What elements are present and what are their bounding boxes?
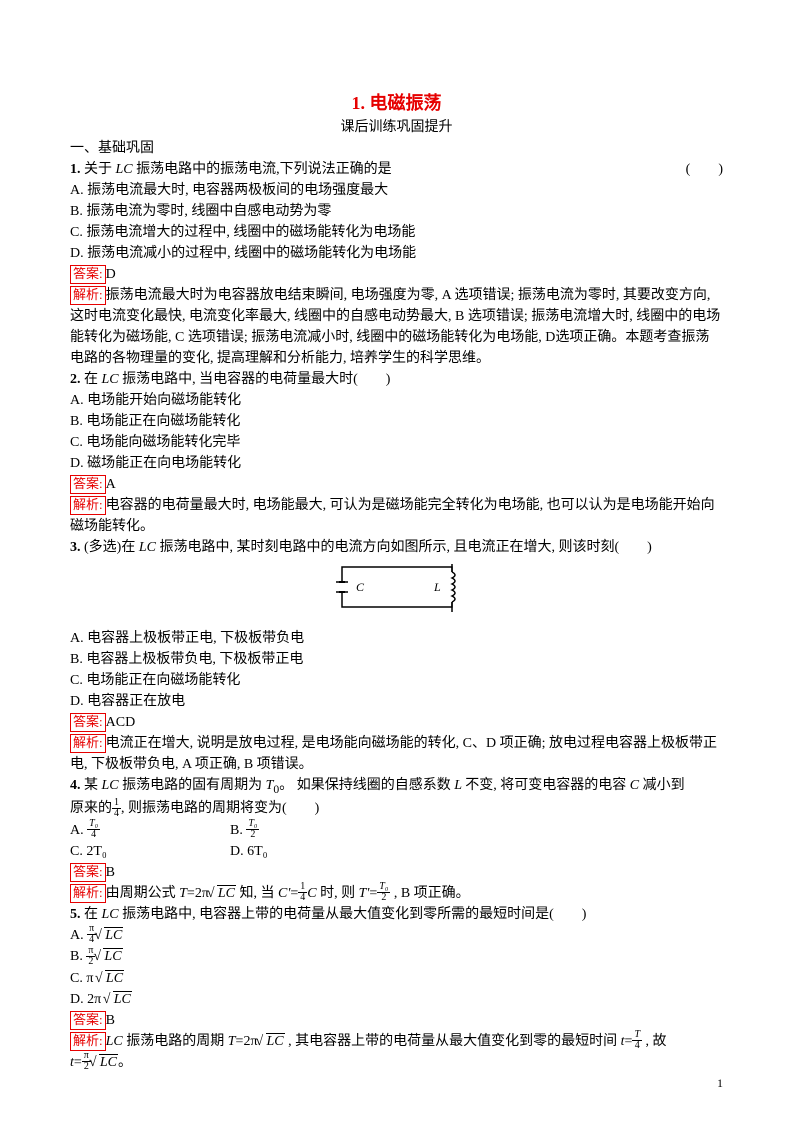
- svg-text:L: L: [433, 580, 441, 594]
- q4-explain: 解析:由周期公式 T=2πLC 知, 当 C'=14C 时, 则 T'=T₀2 …: [70, 883, 723, 904]
- q2-optB: B. 电场能正在向磁场能转化: [70, 411, 723, 432]
- q5-answer: 答案:B: [70, 1010, 723, 1031]
- q1-answer: 答案:D: [70, 264, 723, 285]
- svg-text:C: C: [356, 580, 365, 594]
- q3-explain: 解析:电流正在增大, 说明是放电过程, 是电场能向磁场能的转化, C、D 项正确…: [70, 733, 723, 775]
- lc-circuit-svg: C L: [322, 562, 472, 617]
- q3-optA: A. 电容器上极板带正电, 下极板带负电: [70, 628, 723, 649]
- q4-answer: 答案:B: [70, 862, 723, 883]
- q1-optA: A. 振荡电流最大时, 电容器两极板间的电场强度最大: [70, 180, 723, 201]
- q3-optD: D. 电容器正在放电: [70, 691, 723, 712]
- q3-optC: C. 电场能正在向磁场能转化: [70, 670, 723, 691]
- q1-stem: 1. 关于 LC 振荡电路中的振荡电流,下列说法正确的是 ( ): [70, 159, 723, 180]
- q1-optB: B. 振荡电流为零时, 线圈中自感电动势为零: [70, 201, 723, 222]
- q5-stem: 5. 在 LC 振荡电路中, 电容器上带的电荷量从最大值变化到零所需的最短时间是…: [70, 904, 723, 925]
- q4-row1: A. T₀4 B. T₀2: [70, 820, 723, 841]
- q1-optC: C. 振荡电流增大的过程中, 线圈中的磁场能转化为电场能: [70, 222, 723, 243]
- q4-stem: 4. 某 LC 振荡电路的固有周期为 T0。 如果保持线圈的自感系数 L 不变,…: [70, 775, 723, 798]
- q4-optA: A. T₀4: [70, 820, 230, 841]
- q1-num: 1.: [70, 162, 81, 177]
- q5-explain: 解析:LC 振荡电路的周期 T=2πLC , 其电容器上带的电荷量从最大值变化到…: [70, 1031, 723, 1052]
- q2-stem: 2. 在 LC 振荡电路中, 当电容器的电荷量最大时( ): [70, 369, 723, 390]
- q3-stem: 3. (多选)在 LC 振荡电路中, 某时刻电路中的电流方向如图所示, 且电流正…: [70, 537, 723, 558]
- q5-optA: A. π4LC: [70, 925, 723, 946]
- q1-optD: D. 振荡电流减小的过程中, 线圈中的磁场能转化为电场能: [70, 243, 723, 264]
- q2-explain: 解析:电容器的电荷量最大时, 电场能最大, 可认为是磁场能完全转化为电场能, 也…: [70, 495, 723, 537]
- q5-optC: C. π LC: [70, 968, 723, 989]
- q3-answer: 答案:ACD: [70, 712, 723, 733]
- q2-optD: D. 磁场能正在向电场能转化: [70, 453, 723, 474]
- q2-optC: C. 电场能向磁场能转化完毕: [70, 432, 723, 453]
- doc-subtitle: 课后训练巩固提升: [70, 117, 723, 138]
- q4-stem2: 原来的14, 则振荡电路的周期将变为( ): [70, 798, 723, 819]
- doc-title: 1. 电磁振荡: [70, 90, 723, 117]
- q5-optD: D. 2π LC: [70, 989, 723, 1010]
- q3-optB: B. 电容器上极板带负电, 下极板带正电: [70, 649, 723, 670]
- q5-explain2: t=π2LC。: [70, 1052, 723, 1073]
- q3-circuit-diagram: C L: [70, 562, 723, 624]
- q1-explain: 解析:振荡电流最大时为电容器放电结束瞬间, 电场强度为零, A 选项错误; 振荡…: [70, 285, 723, 369]
- q4-optB: B. T₀2: [230, 820, 390, 841]
- q4-optD: D. 6T₀: [230, 841, 390, 862]
- section-heading: 一、基础巩固: [70, 138, 723, 159]
- q5-optB: B. π2LC: [70, 946, 723, 967]
- q4-row2: C. 2T₀ D. 6T₀: [70, 841, 723, 862]
- q2-answer: 答案:A: [70, 474, 723, 495]
- page-number: 1: [717, 1074, 723, 1092]
- q4-optC: C. 2T₀: [70, 841, 230, 862]
- q2-optA: A. 电场能开始向磁场能转化: [70, 390, 723, 411]
- q1-blank: ( ): [686, 159, 723, 180]
- page: 1. 电磁振荡 课后训练巩固提升 一、基础巩固 1. 关于 LC 振荡电路中的振…: [0, 0, 793, 1122]
